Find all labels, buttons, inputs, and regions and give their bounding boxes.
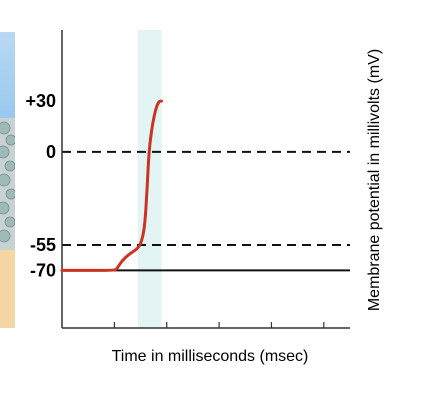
y-tick-label: +30 bbox=[25, 91, 56, 111]
y-tick-label: 0 bbox=[46, 142, 56, 162]
membrane-illustration bbox=[0, 32, 15, 328]
highlight-band bbox=[137, 30, 162, 328]
membrane-protein bbox=[0, 145, 10, 159]
x-axis-ticks bbox=[113, 322, 325, 328]
extracellular-region bbox=[0, 32, 15, 142]
x-axis-title: Time in milliseconds (msec) bbox=[112, 348, 309, 365]
membrane-protein bbox=[4, 160, 15, 172]
y-tick-label: -70 bbox=[30, 260, 56, 280]
y-tick-label: -55 bbox=[30, 235, 56, 255]
membrane-protein bbox=[5, 188, 15, 200]
y-tick-labels: +30 0 -55 -70 bbox=[25, 91, 56, 280]
intracellular-region bbox=[0, 250, 15, 328]
membrane-protein bbox=[5, 134, 15, 146]
y-axis-title: Membrane potential in millivolts (mV) bbox=[366, 49, 383, 311]
reference-lines bbox=[62, 150, 350, 272]
membrane-protein bbox=[0, 229, 11, 243]
membrane-protein bbox=[0, 173, 11, 187]
membrane-protein bbox=[0, 201, 10, 215]
membrane-potential-line bbox=[60, 99, 163, 272]
membrane-protein bbox=[0, 121, 11, 135]
membrane-protein bbox=[4, 216, 15, 228]
